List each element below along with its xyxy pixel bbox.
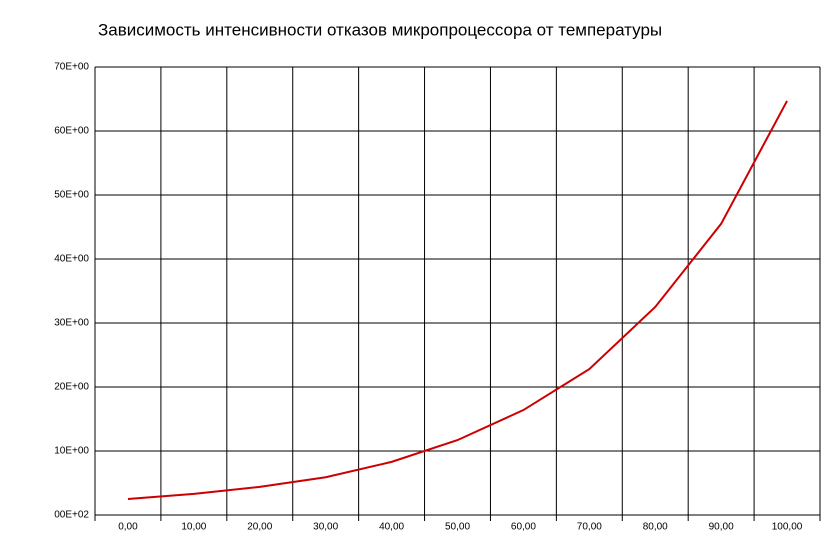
x-tick-label: 40,00	[379, 522, 404, 533]
x-tick-label: 90,00	[709, 522, 734, 533]
y-tick-label: 60E+00	[54, 126, 89, 137]
x-tick-label: 70,00	[577, 522, 602, 533]
x-tick-label: 30,00	[313, 522, 338, 533]
data-line	[127, 100, 788, 500]
y-tick-label: 10E+00	[54, 446, 89, 457]
chart-title: Зависимость интенсивности отказов микроп…	[98, 20, 662, 39]
x-tick-label: 0,00	[118, 522, 138, 533]
y-tick-label: 70E+00	[54, 62, 89, 73]
x-tick-label: 80,00	[643, 522, 668, 533]
y-tick-label: 30E+00	[54, 318, 89, 329]
x-tick-label: 60,00	[511, 522, 536, 533]
x-tick-label: 20,00	[247, 522, 272, 533]
y-tick-label: 20E+00	[54, 382, 89, 393]
x-tick-label: 50,00	[445, 522, 470, 533]
x-tick-label: 10,00	[181, 522, 206, 533]
y-tick-label: 50E+00	[54, 190, 89, 201]
y-tick-label: 40E+00	[54, 254, 89, 265]
y-tick-label: 00E+02	[54, 510, 89, 521]
x-tick-label: 100,00	[772, 522, 803, 533]
